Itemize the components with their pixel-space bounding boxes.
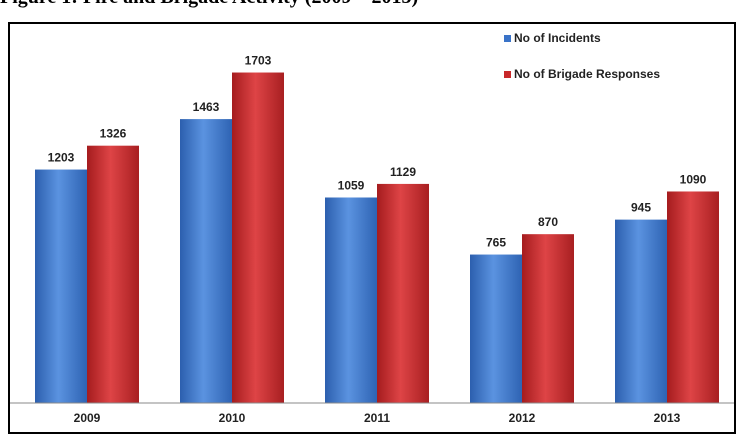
data-label-incidents-2010: 1463 [193, 100, 220, 114]
x-tick-label-2010: 2010 [219, 411, 246, 425]
data-label-incidents-2011: 1059 [338, 178, 365, 192]
x-tick-label-2013: 2013 [654, 411, 681, 425]
data-label-responses-2011: 1129 [390, 165, 416, 179]
bar-responses-2011 [377, 183, 429, 403]
x-tick-label-2009: 2009 [74, 411, 101, 425]
bar-chart: 1203 1326 1463 1703 1059 1129 765 870 945 1090 20… [10, 31, 734, 425]
data-label-incidents-2012: 765 [486, 236, 506, 250]
bar-incidents-2009 [35, 169, 87, 403]
bar-incidents-2013 [615, 219, 667, 403]
chart-frame: 1203 1326 1463 1703 1059 1129 765 870 945 1090 20… [8, 22, 736, 434]
bar-responses-2012 [522, 234, 574, 403]
bar-responses-2013 [667, 191, 719, 403]
data-label-incidents-2009: 1203 [48, 151, 75, 165]
data-label-incidents-2013: 945 [631, 201, 651, 215]
legend-swatch-responses [504, 71, 511, 78]
legend-label-responses: No of Brigade Responses [514, 67, 660, 81]
bar-responses-2009 [87, 145, 139, 403]
page-title: Figure 1: Fire and Brigade Activity (200… [0, 0, 746, 8]
data-label-responses-2010: 1703 [245, 54, 272, 68]
bar-responses-2010 [232, 72, 284, 404]
legend-swatch-incidents [504, 35, 511, 42]
data-label-responses-2012: 870 [538, 215, 558, 229]
bar-incidents-2012 [470, 254, 522, 403]
data-label-responses-2009: 1326 [100, 127, 127, 141]
x-tick-label-2012: 2012 [509, 411, 536, 425]
data-label-responses-2013: 1090 [680, 172, 707, 186]
bar-incidents-2011 [325, 197, 377, 403]
legend-label-incidents: No of Incidents [514, 31, 601, 45]
x-tick-label-2011: 2011 [364, 411, 390, 425]
bar-incidents-2010 [180, 119, 232, 404]
